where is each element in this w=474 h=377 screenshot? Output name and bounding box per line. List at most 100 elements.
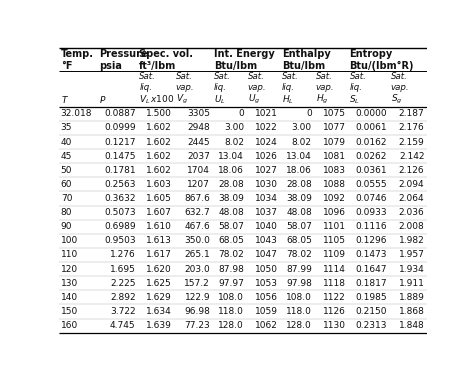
- Text: 0.0746: 0.0746: [356, 194, 387, 203]
- Text: 1.605: 1.605: [146, 194, 172, 203]
- Text: Int. Energy
Btu/lbm: Int. Energy Btu/lbm: [214, 49, 274, 71]
- Text: 110: 110: [61, 250, 78, 259]
- Text: 1030: 1030: [255, 180, 278, 189]
- Text: 2.094: 2.094: [399, 180, 424, 189]
- Text: 1096: 1096: [323, 208, 346, 217]
- Text: 28.08: 28.08: [286, 180, 312, 189]
- Text: 1.695: 1.695: [110, 265, 136, 274]
- Text: 1075: 1075: [323, 109, 346, 118]
- Text: 1024: 1024: [255, 138, 278, 147]
- Text: 0.0061: 0.0061: [356, 123, 387, 132]
- Text: 1.848: 1.848: [399, 321, 424, 330]
- Text: 2.064: 2.064: [399, 194, 424, 203]
- Text: 1040: 1040: [255, 222, 278, 231]
- Text: 1114: 1114: [323, 265, 346, 274]
- Text: 1056: 1056: [255, 293, 278, 302]
- Text: Sat.
liq.: Sat. liq.: [349, 72, 366, 92]
- Text: $\mathit{H}_L$: $\mathit{H}_L$: [282, 93, 293, 106]
- Text: 0.2313: 0.2313: [356, 321, 387, 330]
- Text: 40: 40: [61, 138, 72, 147]
- Text: Sat.
vap.: Sat. vap.: [391, 72, 410, 92]
- Text: 0.0262: 0.0262: [356, 152, 387, 161]
- Text: 3305: 3305: [187, 109, 210, 118]
- Text: 4.745: 4.745: [110, 321, 136, 330]
- Text: 2445: 2445: [188, 138, 210, 147]
- Text: 128.0: 128.0: [286, 321, 312, 330]
- Text: $\mathit{P}$: $\mathit{P}$: [99, 94, 106, 105]
- Text: 0.1647: 0.1647: [356, 265, 387, 274]
- Text: 0.2150: 0.2150: [356, 307, 387, 316]
- Text: 150: 150: [61, 307, 78, 316]
- Text: 0.0361: 0.0361: [356, 166, 387, 175]
- Text: 97.97: 97.97: [218, 279, 244, 288]
- Text: 68.05: 68.05: [218, 236, 244, 245]
- Text: $\mathit{S}_L$: $\mathit{S}_L$: [349, 93, 360, 106]
- Text: 3.00: 3.00: [292, 123, 312, 132]
- Text: 1704: 1704: [187, 166, 210, 175]
- Text: 1.607: 1.607: [146, 208, 172, 217]
- Text: 1.620: 1.620: [146, 265, 172, 274]
- Text: 632.7: 632.7: [184, 208, 210, 217]
- Text: Entropy
Btu/(lbm°R): Entropy Btu/(lbm°R): [349, 49, 414, 71]
- Text: 1.602: 1.602: [146, 123, 172, 132]
- Text: 48.08: 48.08: [219, 208, 244, 217]
- Text: 1034: 1034: [255, 194, 278, 203]
- Text: 0.0000: 0.0000: [356, 109, 387, 118]
- Text: 60: 60: [61, 180, 72, 189]
- Text: 3.722: 3.722: [110, 307, 136, 316]
- Text: 78.02: 78.02: [286, 250, 312, 259]
- Text: 2.225: 2.225: [110, 279, 136, 288]
- Text: 97.98: 97.98: [286, 279, 312, 288]
- Text: 1.911: 1.911: [399, 279, 424, 288]
- Text: 1.868: 1.868: [399, 307, 424, 316]
- Text: 1043: 1043: [255, 236, 278, 245]
- Text: 2.176: 2.176: [399, 123, 424, 132]
- Text: 18.06: 18.06: [218, 166, 244, 175]
- Text: 1.934: 1.934: [399, 265, 424, 274]
- Text: 128.0: 128.0: [219, 321, 244, 330]
- Text: 122.9: 122.9: [184, 293, 210, 302]
- Text: 350.0: 350.0: [184, 236, 210, 245]
- Text: 1088: 1088: [323, 180, 346, 189]
- Text: 90: 90: [61, 222, 72, 231]
- Text: 1059: 1059: [255, 307, 278, 316]
- Text: $\mathit{H}_g$: $\mathit{H}_g$: [316, 93, 328, 106]
- Text: 0: 0: [306, 109, 312, 118]
- Text: 0.3632: 0.3632: [104, 194, 136, 203]
- Text: 0.1817: 0.1817: [356, 279, 387, 288]
- Text: 1.602: 1.602: [146, 138, 172, 147]
- Text: 1083: 1083: [323, 166, 346, 175]
- Text: 1130: 1130: [323, 321, 346, 330]
- Text: 13.04: 13.04: [286, 152, 312, 161]
- Text: 0.1116: 0.1116: [356, 222, 387, 231]
- Text: 70: 70: [61, 194, 72, 203]
- Text: 1077: 1077: [323, 123, 346, 132]
- Text: 2.892: 2.892: [110, 293, 136, 302]
- Text: 2948: 2948: [187, 123, 210, 132]
- Text: 0.1473: 0.1473: [356, 250, 387, 259]
- Text: 8.02: 8.02: [224, 138, 244, 147]
- Text: 1026: 1026: [255, 152, 278, 161]
- Text: 0.0933: 0.0933: [356, 208, 387, 217]
- Text: Sat.
vap.: Sat. vap.: [316, 72, 334, 92]
- Text: 2037: 2037: [187, 152, 210, 161]
- Text: Spec. vol.
ft³/lbm: Spec. vol. ft³/lbm: [139, 49, 193, 71]
- Text: 130: 130: [61, 279, 78, 288]
- Text: 87.98: 87.98: [218, 265, 244, 274]
- Text: 1109: 1109: [323, 250, 346, 259]
- Text: 1.957: 1.957: [399, 250, 424, 259]
- Text: 0.9503: 0.9503: [104, 236, 136, 245]
- Text: 1207: 1207: [187, 180, 210, 189]
- Text: $\mathit{U}_L$: $\mathit{U}_L$: [214, 93, 226, 106]
- Text: 118.0: 118.0: [218, 307, 244, 316]
- Text: 1053: 1053: [255, 279, 278, 288]
- Text: Sat.
liq.: Sat. liq.: [139, 72, 156, 92]
- Text: Sat.
vap.: Sat. vap.: [248, 72, 266, 92]
- Text: $\mathit{U}_g$: $\mathit{U}_g$: [248, 93, 260, 106]
- Text: 1105: 1105: [323, 236, 346, 245]
- Text: 87.99: 87.99: [286, 265, 312, 274]
- Text: 1037: 1037: [255, 208, 278, 217]
- Text: 48.08: 48.08: [286, 208, 312, 217]
- Text: 1021: 1021: [255, 109, 278, 118]
- Text: 1062: 1062: [255, 321, 278, 330]
